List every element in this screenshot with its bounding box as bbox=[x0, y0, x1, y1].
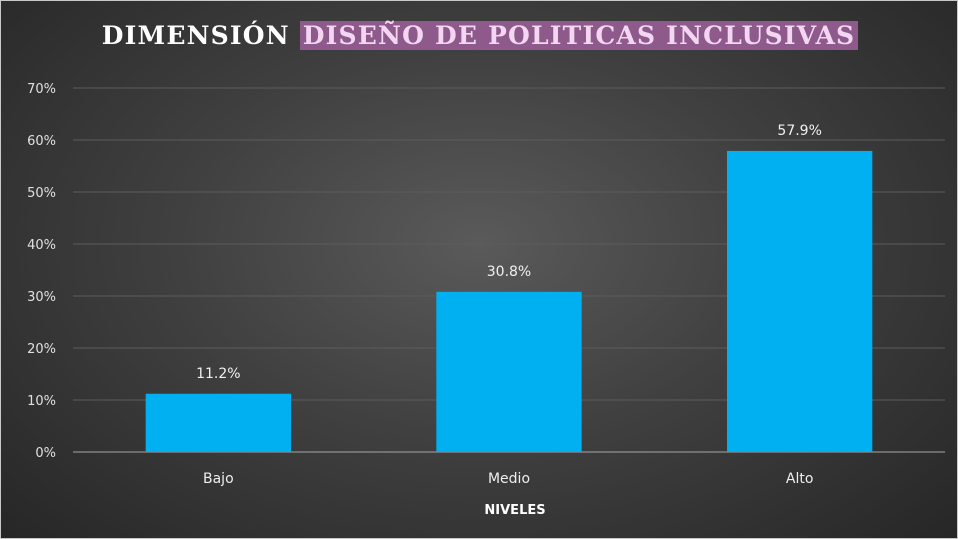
chart-title-part1: DIMENSIÓN bbox=[101, 21, 290, 50]
y-tick-label: 0% bbox=[35, 446, 56, 461]
bar-bajo bbox=[145, 393, 291, 452]
bar-medio bbox=[436, 291, 582, 452]
y-tick-label: 40% bbox=[27, 238, 56, 253]
bar-alto bbox=[727, 150, 873, 453]
x-tick-label: Medio bbox=[488, 471, 530, 487]
y-tick-label: 70% bbox=[27, 82, 56, 97]
y-tick-label: 60% bbox=[27, 134, 56, 149]
x-tick-label: Bajo bbox=[203, 471, 234, 487]
y-tick-label: 50% bbox=[27, 186, 56, 201]
chart-title-part2: DISEÑO DE POLITICAS INCLUSIVAS bbox=[299, 21, 859, 50]
y-tick-label: 20% bbox=[27, 342, 56, 357]
y-tick-label: 30% bbox=[27, 290, 56, 305]
y-tick-label: 10% bbox=[27, 394, 56, 409]
data-label: 57.9% bbox=[777, 123, 821, 139]
x-axis-title: NIVELES bbox=[484, 503, 545, 518]
data-label: 30.8% bbox=[487, 264, 531, 280]
data-label: 11.2% bbox=[196, 366, 240, 382]
x-tick-label: Alto bbox=[786, 471, 814, 487]
chart-title: DIMENSIÓN DISEÑO DE POLITICAS INCLUSIVAS bbox=[1, 21, 957, 50]
